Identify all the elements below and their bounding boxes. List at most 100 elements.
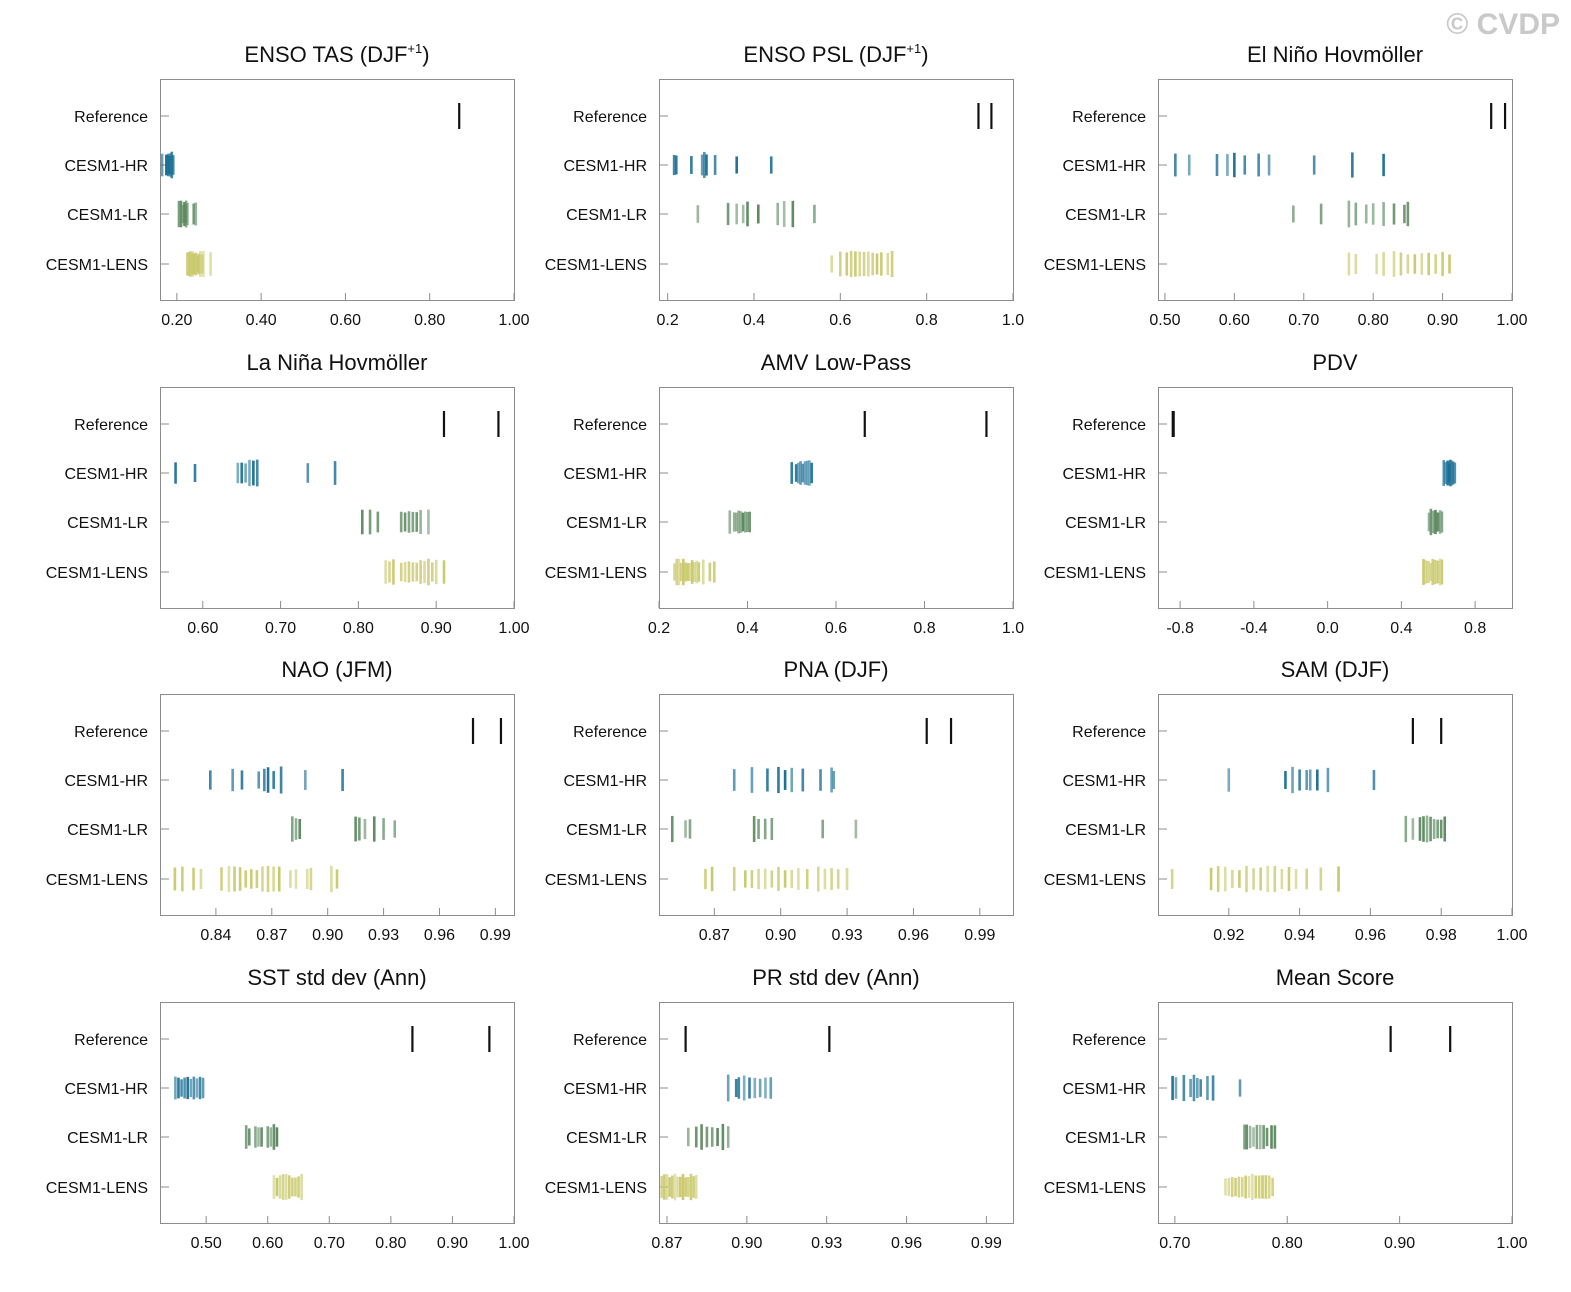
panel-title-text: AMV Low-Pass <box>761 350 911 375</box>
row-label-reference: Reference <box>573 724 647 741</box>
panel-title-superscript: +1 <box>407 41 422 56</box>
row-label-reference: Reference <box>74 417 148 434</box>
x-tick-label: 0.4 <box>743 312 765 329</box>
row-label-cesm1-lr: CESM1-LR <box>67 822 148 839</box>
row-label-cesm1-lr: CESM1-LR <box>1065 515 1146 532</box>
row-label-cesm1-lens: CESM1-LENS <box>1044 565 1146 582</box>
x-tick-label: 0.8 <box>1464 620 1486 637</box>
panel-sst-std-dev-ann: SST std dev (Ann) 0.50 0.60 0.70 0.80 0.90 1.0… <box>46 965 530 1252</box>
x-tick-label: 0.80 <box>1358 312 1389 329</box>
x-tick-label: 0.80 <box>1272 1235 1303 1252</box>
panel-title-text: La Niña Hovmöller <box>247 350 428 375</box>
x-tick-label: 1.0 <box>1002 312 1024 329</box>
row-label-reference: Reference <box>74 1032 148 1049</box>
x-tick-label: 0.99 <box>480 927 511 944</box>
panel-title: ENSO TAS (DJF+1) <box>244 41 429 67</box>
row-label-cesm1-lr: CESM1-LR <box>1065 1130 1146 1147</box>
x-tick-label: 0.70 <box>1288 312 1319 329</box>
panel-title-text: PR std dev (Ann) <box>752 965 920 990</box>
row-label-cesm1-hr: CESM1-HR <box>563 158 647 175</box>
panel-el-nino-hovmoller: El Niño Hovmöller 0.50 0.60 0.70 0.80 0.90 1.0… <box>1044 42 1528 329</box>
row-label-cesm1-lr: CESM1-LR <box>566 1130 647 1147</box>
row-label-cesm1-hr: CESM1-HR <box>563 1081 647 1098</box>
panel-mean-score: Mean Score 0.70 0.80 0.90 1.00 Reference CESM1… <box>1044 965 1528 1252</box>
panel-title: SAM (DJF) <box>1281 657 1390 682</box>
panel-title: La Niña Hovmöller <box>247 350 428 375</box>
x-tick-label: 0.70 <box>314 1235 345 1252</box>
panel-title-text: SST std dev (Ann) <box>247 965 426 990</box>
panel-title: PNA (DJF) <box>783 657 888 682</box>
panel-title-text: NAO (JFM) <box>281 657 392 682</box>
panel-enso-tas-djf-plus1: ENSO TAS (DJF+1) 0.20 0.40 0.60 0.80 1.00 Refe… <box>46 41 530 329</box>
x-tick-label: 0.96 <box>424 927 455 944</box>
row-label-cesm1-lens: CESM1-LENS <box>1044 257 1146 274</box>
x-tick-label: 0.90 <box>1427 312 1458 329</box>
x-tick-label: 0.4 <box>736 620 758 637</box>
x-tick-label: 0.96 <box>1355 927 1386 944</box>
x-tick-label: 0.93 <box>368 927 399 944</box>
x-tick-label: 0.87 <box>651 1235 682 1252</box>
row-label-cesm1-lr: CESM1-LR <box>67 207 148 224</box>
plot-frame <box>659 79 1014 301</box>
row-label-reference: Reference <box>1072 1032 1146 1049</box>
x-tick-label: 0.90 <box>731 1235 762 1252</box>
panel-title: PDV <box>1312 350 1358 375</box>
x-tick-label: 0.90 <box>1384 1235 1415 1252</box>
row-label-cesm1-lens: CESM1-LENS <box>46 257 148 274</box>
x-tick-label: 0.4 <box>1390 620 1412 637</box>
row-label-cesm1-hr: CESM1-HR <box>64 466 148 483</box>
x-tick-label: 0.99 <box>971 1235 1002 1252</box>
panel-title: Mean Score <box>1276 965 1395 990</box>
panel-title-superscript: +1 <box>906 41 921 56</box>
panel-pr-std-dev-ann: PR std dev (Ann) 0.87 0.90 0.93 0.96 0.99 Refe… <box>545 965 1014 1252</box>
x-tick-label: 0.2 <box>657 312 679 329</box>
row-label-cesm1-hr: CESM1-HR <box>563 773 647 790</box>
row-label-cesm1-lens: CESM1-LENS <box>545 1180 647 1197</box>
row-label-reference: Reference <box>1072 724 1146 741</box>
x-tick-label: 0.20 <box>161 312 192 329</box>
row-label-cesm1-lr: CESM1-LR <box>1065 207 1146 224</box>
x-tick-label: 0.8 <box>913 620 935 637</box>
x-tick-label: 0.94 <box>1284 927 1315 944</box>
x-tick-label: 0.90 <box>312 927 343 944</box>
x-tick-label: 0.8 <box>916 312 938 329</box>
row-label-reference: Reference <box>573 1032 647 1049</box>
panel-title: ENSO PSL (DJF+1) <box>743 41 928 67</box>
x-tick-label: 1.00 <box>498 312 529 329</box>
x-tick-label: 0.90 <box>421 620 452 637</box>
row-label-cesm1-hr: CESM1-HR <box>1062 1081 1146 1098</box>
panel-title: El Niño Hovmöller <box>1247 42 1423 67</box>
plot-frame <box>1158 694 1513 916</box>
x-tick-label: 0.70 <box>265 620 296 637</box>
x-tick-label: 0.60 <box>330 312 361 329</box>
x-tick-label: 0.70 <box>1159 1235 1190 1252</box>
x-tick-label: 0.80 <box>375 1235 406 1252</box>
panel-title: NAO (JFM) <box>281 657 392 682</box>
panels: ENSO TAS (DJF+1)0.20 0.40 0.60 0.80 1.00Refe… <box>46 41 1528 1252</box>
x-tick-label: 0.60 <box>252 1235 283 1252</box>
row-label-cesm1-lens: CESM1-LENS <box>46 1180 148 1197</box>
x-tick-label: 1.0 <box>1002 620 1024 637</box>
x-tick-label: 0.60 <box>187 620 218 637</box>
x-tick-label: 0.93 <box>811 1235 842 1252</box>
panel-pdv: PDV -0.8 -0.4 0.0 0.4 0.8 Reference CESM1-HR CES… <box>1044 350 1513 637</box>
row-label-cesm1-lens: CESM1-LENS <box>545 872 647 889</box>
panel-sam-djf: SAM (DJF) 0.92 0.94 0.96 0.98 1.00 Reference CE… <box>1044 657 1528 944</box>
x-tick-label: 0.87 <box>256 927 287 944</box>
panel-enso-psl-djf-plus1: ENSO PSL (DJF+1) 0.2 0.4 0.6 0.8 1.0 Reference… <box>545 41 1024 329</box>
panel-nao-jfm: NAO (JFM) 0.84 0.87 0.90 0.93 0.96 0.99 Referen… <box>46 657 515 944</box>
plot-frame <box>160 1002 515 1224</box>
x-tick-label: 0.50 <box>191 1235 222 1252</box>
row-label-cesm1-hr: CESM1-HR <box>64 158 148 175</box>
row-label-cesm1-lr: CESM1-LR <box>1065 822 1146 839</box>
panel-title: PR std dev (Ann) <box>752 965 920 990</box>
row-label-cesm1-lens: CESM1-LENS <box>46 872 148 889</box>
plot-frame <box>160 694 515 916</box>
x-tick-label: 0.93 <box>831 927 862 944</box>
panel-title: AMV Low-Pass <box>761 350 911 375</box>
row-label-cesm1-hr: CESM1-HR <box>64 1081 148 1098</box>
watermark: © CVDP <box>1446 8 1560 41</box>
row-label-cesm1-lr: CESM1-LR <box>566 207 647 224</box>
x-tick-label: 0.98 <box>1426 927 1457 944</box>
